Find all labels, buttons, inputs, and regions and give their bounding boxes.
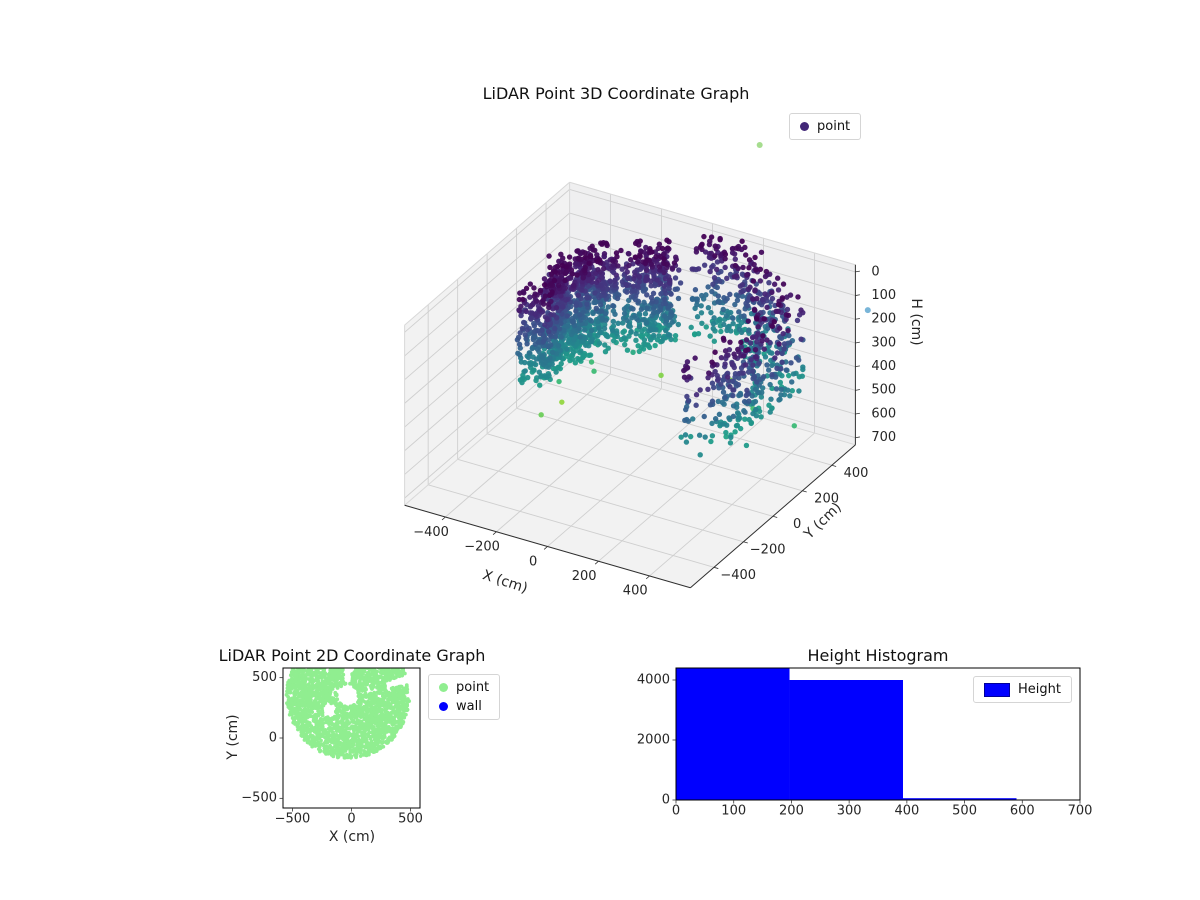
wall-marker-icon <box>439 702 448 711</box>
legend-label-wall: wall <box>456 699 482 714</box>
point-marker-icon <box>439 683 448 692</box>
legend-entry-point: point <box>800 119 850 134</box>
plot2d-x-axis-label: X (cm) <box>328 829 376 845</box>
plot3d-canvas <box>300 80 980 640</box>
legend-entry-height: Height <box>984 682 1061 697</box>
plot3d-legend: point <box>789 113 862 140</box>
legend-label-height: Height <box>1018 682 1061 697</box>
legend-entry-point: point <box>439 680 489 695</box>
scatter-point-marker-icon <box>800 122 809 131</box>
plot2d-legend: point wall <box>428 674 501 720</box>
height-bar-swatch-icon <box>984 682 1010 697</box>
plot3d-z-axis-label: H (cm) <box>908 298 924 346</box>
plot2d-y-axis-label: Y (cm) <box>225 714 241 760</box>
plot2d-canvas <box>235 660 440 830</box>
legend-entry-wall: wall <box>439 699 489 714</box>
legend-label-point: point <box>817 119 851 134</box>
legend-label-point: point <box>456 680 490 695</box>
histogram-legend: Height <box>973 676 1072 703</box>
